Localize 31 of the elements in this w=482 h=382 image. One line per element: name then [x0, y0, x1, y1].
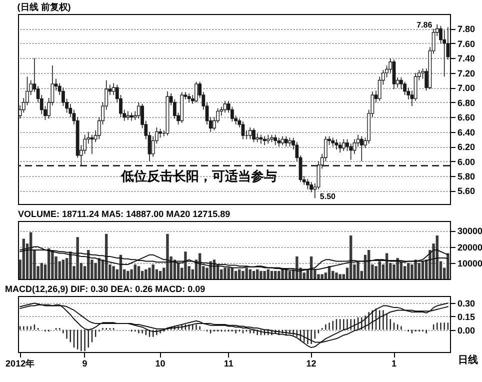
y-tick-label: 6.00 — [458, 156, 476, 167]
x-tick-label: 9 — [82, 358, 88, 368]
chart-title: VOLUME: 18711.24 MA5: 14887.00 MA20 12715.89 — [18, 209, 230, 219]
x-tick-label: 10 — [155, 358, 166, 368]
x-tick-label: 11 — [224, 358, 234, 368]
y-tick-label: 6.20 — [458, 142, 476, 152]
y-tick-label: 6.60 — [458, 112, 476, 123]
chart-title: (日线 前复权) — [17, 2, 71, 12]
annotation: 5.50 — [320, 192, 336, 202]
y-tick-label: 7.40 — [458, 54, 476, 64]
x-tick-label: 12 — [306, 358, 316, 368]
text: 日线 — [458, 354, 478, 366]
y-tick-label: 6.40 — [458, 127, 476, 138]
y-tick-label: 6.80 — [458, 98, 476, 108]
y-tick-label: 7.00 — [458, 83, 476, 94]
y-tick-label: 7.80 — [458, 24, 476, 34]
y-tick-label: 5.60 — [458, 186, 476, 196]
y-tick-label: 5.80 — [458, 172, 476, 182]
y-tick-label: 10000 — [458, 258, 482, 268]
y-tick-label: 0.30 — [458, 298, 476, 309]
y-tick-label: 0.15 — [458, 312, 476, 322]
x-tick-label: 2012年 — [6, 358, 35, 368]
y-tick-label: 0.00 — [458, 325, 476, 336]
y-tick-label: 7.20 — [458, 68, 476, 78]
chart-title: MACD(12,26,9) DIF: 0.30 DEA: 0.26 MACD: 0.09 — [5, 284, 206, 294]
y-tick-label: 7.60 — [458, 38, 476, 49]
x-tick-label: 1 — [391, 358, 397, 368]
y-tick-label: 20000 — [458, 242, 482, 252]
y-tick-label: 30000 — [458, 226, 482, 236]
annotation: 7.86 — [416, 20, 433, 30]
annotation: 低位反击长阳，可适当参与 — [120, 168, 278, 184]
